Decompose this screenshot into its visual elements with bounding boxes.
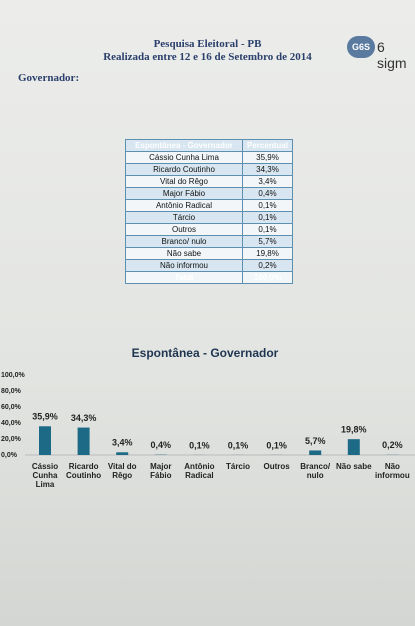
title: Pesquisa Eleitoral - PB <box>153 38 262 50</box>
table-cell: Outros <box>125 223 243 236</box>
chart-title: Espontânea - Governador <box>132 346 279 360</box>
y-tick-label: 40,0% <box>1 420 22 427</box>
y-tick-label: 80,0% <box>1 388 22 395</box>
value-label: 19,8% <box>341 425 367 435</box>
table-cell: 0,4% <box>242 187 293 200</box>
table-row: Vital do Rêgo 3,4% <box>125 175 293 188</box>
logo-name: 6 sigm <box>377 39 407 71</box>
x-tick-label: Outros <box>263 462 290 471</box>
subtitle: Realizada entre 12 e 16 de Setembro de 2… <box>103 51 312 63</box>
table-cell: Antônio Radical <box>125 199 243 212</box>
table-row: Não informou 0,2% <box>125 259 293 272</box>
bar <box>309 450 322 455</box>
value-label: 0,1% <box>228 440 249 450</box>
table-row: Branco/ nulo 5,7% <box>125 235 293 248</box>
table-cell: Vital do Rêgo <box>125 175 243 188</box>
results-table: Espontânea - Governador Percentual Cássio … <box>125 139 293 284</box>
x-tick-label: Antônio Radical <box>184 462 215 480</box>
table-cell: 0,1% <box>242 211 293 224</box>
y-tick-label: 100,0% <box>1 372 26 379</box>
value-label: 0,1% <box>266 440 287 450</box>
table-cell: 0,1% <box>242 199 293 212</box>
x-tick-label: Não sabe <box>336 462 372 471</box>
y-tick-label: 20,0% <box>1 436 22 443</box>
y-tick-label: 0,0% <box>1 452 18 459</box>
x-tick-label: Cássio Cunha Lima <box>31 462 59 489</box>
table-row: Não sabe 19,8% <box>125 247 293 260</box>
value-label: 5,7% <box>305 436 326 446</box>
logo: G6S <box>347 36 375 58</box>
table-row: Antônio Radical 0,1% <box>125 199 293 212</box>
table-cell: 3,4% <box>242 175 293 188</box>
table-row: Espontânea - Governador Percentual <box>125 139 293 152</box>
bar <box>77 427 90 455</box>
table-cell: 5,7% <box>242 235 293 248</box>
y-tick-label: 60,0% <box>1 404 22 411</box>
table-cell: Ricardo Coutinho <box>125 163 243 176</box>
table-cell: 0,2% <box>242 259 293 272</box>
x-tick-label: Ricardo Coutinho <box>66 462 102 480</box>
section-label: Governador: <box>18 72 80 84</box>
table-cell: Não informou <box>125 259 243 272</box>
value-label: 35,9% <box>32 412 58 422</box>
table-cell: Tárcio <box>125 211 243 224</box>
x-tick-label: Tárcio <box>225 462 250 471</box>
table-row: Total 100,0% <box>125 271 293 284</box>
table-cell: Total <box>125 271 243 284</box>
bar <box>39 426 51 455</box>
x-tick-label: Não informou <box>375 462 410 480</box>
value-label: 0,4% <box>151 440 172 450</box>
table-row: Tárcio 0,1% <box>125 211 293 224</box>
table-row: Outros 0,1% <box>125 223 293 236</box>
x-tick-label: Vital do Rêgo <box>107 462 137 480</box>
value-label: 34,3% <box>71 413 97 423</box>
bar <box>347 439 360 455</box>
table-cell: Branco/ nulo <box>125 235 243 248</box>
x-tick-label: Branco/ nulo <box>300 462 331 480</box>
value-label: 3,4% <box>112 438 133 448</box>
table-row: Major Fábio 0,4% <box>125 187 293 200</box>
value-label: 0,2% <box>382 440 403 450</box>
value-label: 0,1% <box>189 440 210 450</box>
table-cell: 100,0% <box>242 271 293 284</box>
table-cell: Major Fábio <box>125 187 243 200</box>
bar <box>116 452 129 455</box>
table-row: Ricardo Coutinho 34,3% <box>125 163 293 176</box>
x-tick-label: Major Fábio <box>150 462 172 480</box>
